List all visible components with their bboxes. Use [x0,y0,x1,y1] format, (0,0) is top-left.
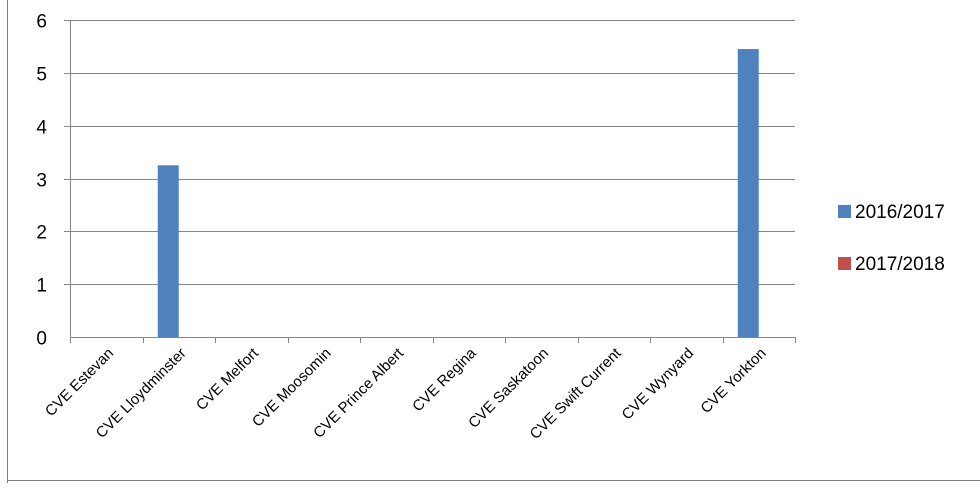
y-axis: 0 1 2 3 4 5 6 [36,12,71,350]
legend: 2016/2017 2017/2018 [838,202,945,275]
bar-2016-2017-2 [157,165,179,337]
gridlines [64,20,795,285]
y-tick-label: 3 [36,171,47,192]
bars [157,49,759,337]
legend-label: 2016/2017 [855,202,945,223]
x-tick-label: CVE Wynyard [619,345,698,424]
x-tick-label: CVE Melfort [193,344,263,414]
y-tick-label: 0 [36,329,47,350]
bar-2016-2017-10 [737,49,759,337]
legend-label: 2017/2018 [855,254,945,275]
y-tick-label: 5 [36,65,47,86]
x-tick-label: CVE Regina [409,344,480,415]
y-tick-label: 1 [36,276,47,297]
legend-swatch [838,257,851,270]
y-tick-label: 6 [36,12,47,33]
x-tick-label: CVE Yorkton [697,345,769,417]
chart-frame [7,0,980,483]
x-tick-label: CVE Estevan [42,345,117,420]
y-tick-label: 4 [36,118,47,139]
y-tick-label: 2 [36,223,47,244]
legend-swatch [838,205,851,218]
